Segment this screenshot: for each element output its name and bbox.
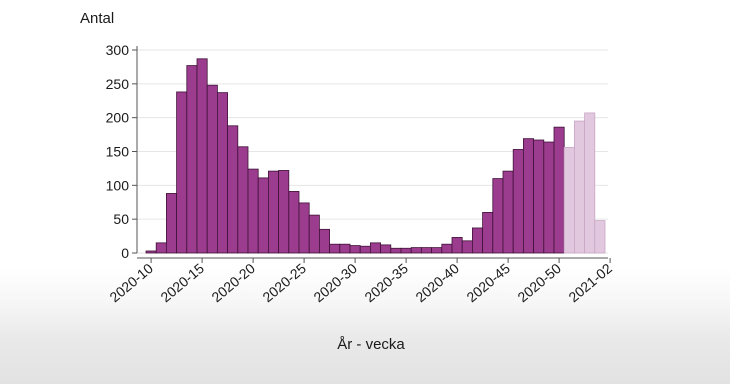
bar bbox=[329, 243, 341, 254]
bar bbox=[155, 242, 167, 254]
x-tick-label: 2020-15 bbox=[157, 260, 207, 305]
bars bbox=[145, 58, 606, 254]
y-tick-label: 200 bbox=[106, 110, 130, 126]
x-tick-label: 2020-35 bbox=[361, 260, 411, 305]
x-tick-label: 2020-30 bbox=[310, 260, 360, 305]
bar-preliminary bbox=[584, 112, 596, 254]
bar bbox=[390, 247, 402, 254]
bar bbox=[543, 141, 555, 254]
bar bbox=[431, 247, 443, 254]
x-axis-label: År - vecka bbox=[337, 336, 405, 353]
x-tick-label: 2020-25 bbox=[259, 260, 309, 305]
bar bbox=[471, 227, 483, 254]
bar bbox=[502, 170, 514, 254]
bar-preliminary bbox=[563, 147, 575, 254]
bar bbox=[176, 91, 188, 254]
bar bbox=[400, 247, 412, 254]
bar bbox=[533, 139, 545, 254]
x-axis: 2020-10 2020-15 2020-20 2020-25 2020-30 2020-… bbox=[106, 257, 615, 305]
bar bbox=[339, 243, 351, 254]
y-tick-label: 100 bbox=[106, 177, 130, 193]
bar bbox=[461, 240, 473, 254]
bar bbox=[369, 242, 381, 254]
bar bbox=[247, 168, 259, 254]
bar bbox=[318, 228, 330, 254]
bar bbox=[410, 247, 422, 254]
bar bbox=[359, 245, 371, 254]
bar bbox=[257, 177, 269, 254]
y-axis: 0 50 100 150 200 250 300 bbox=[106, 42, 138, 261]
bar bbox=[227, 125, 239, 254]
bar bbox=[196, 58, 208, 254]
x-tick-label: 2020-40 bbox=[412, 260, 462, 305]
bar bbox=[216, 92, 228, 254]
y-axis-label: Antal bbox=[80, 10, 114, 27]
bar bbox=[288, 191, 300, 254]
bar bbox=[186, 65, 198, 254]
x-tick-label: 2020-10 bbox=[106, 260, 156, 305]
bar bbox=[492, 178, 504, 254]
bar bbox=[278, 170, 290, 254]
bar bbox=[512, 149, 524, 254]
y-tick-label: 250 bbox=[106, 76, 130, 92]
bar bbox=[523, 138, 535, 254]
bar bbox=[482, 211, 494, 254]
bar bbox=[380, 244, 392, 254]
bar bbox=[165, 193, 177, 254]
bar bbox=[237, 146, 249, 254]
bar-preliminary bbox=[574, 120, 586, 254]
x-tick-label: 2021-02 bbox=[565, 260, 615, 305]
bar bbox=[451, 237, 463, 254]
x-tick-label: 2020-50 bbox=[514, 260, 564, 305]
y-tick-label: 50 bbox=[113, 211, 129, 227]
x-tick-label: 2020-20 bbox=[208, 260, 258, 305]
bar bbox=[267, 170, 279, 254]
bar-preliminary bbox=[594, 220, 606, 254]
x-tick-label: 2020-45 bbox=[463, 260, 513, 305]
bar bbox=[308, 214, 320, 254]
bar bbox=[349, 245, 361, 254]
bar bbox=[298, 202, 310, 254]
y-tick-label: 300 bbox=[106, 42, 130, 58]
bar bbox=[553, 126, 565, 254]
bar bbox=[206, 84, 218, 254]
y-tick-label: 0 bbox=[121, 245, 129, 261]
y-tick-label: 150 bbox=[106, 144, 130, 160]
bar bbox=[420, 247, 432, 254]
bar bbox=[145, 250, 157, 254]
bar bbox=[441, 243, 453, 254]
